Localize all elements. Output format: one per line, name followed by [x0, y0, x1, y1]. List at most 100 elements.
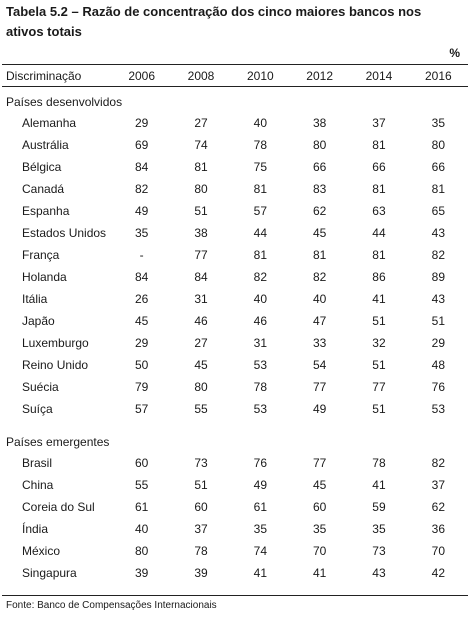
country-name: Canadá	[22, 182, 65, 196]
table-cell: 37	[194, 522, 208, 536]
country-name: México	[22, 544, 61, 558]
table-row: Índia 40 37 35 35 35 36	[2, 518, 468, 540]
table-cell: 74	[194, 138, 208, 152]
column-header: 2012	[306, 68, 333, 83]
table-cell: 41	[372, 292, 386, 306]
table-cell: 60	[312, 500, 327, 514]
table-cell: 81	[372, 182, 386, 196]
table-cell: 26	[134, 292, 149, 306]
bottom-rule	[2, 595, 468, 596]
column-header: 2010	[246, 68, 274, 83]
table-cell: -	[139, 248, 144, 262]
group-header-row: Países emergentes	[2, 426, 468, 452]
unit-label: %	[449, 46, 460, 60]
table-cell: 35	[431, 116, 445, 130]
country-name: Holanda	[22, 270, 67, 284]
table-row: Holanda 84 84 82 82 86 89	[2, 266, 468, 288]
table-cell: 82	[431, 248, 445, 262]
table-cell: 40	[134, 522, 149, 536]
table-cell: 81	[372, 248, 386, 262]
table-cell: 35	[134, 226, 149, 240]
table-row: Canadá 82 80 81 83 81 81	[2, 178, 468, 200]
table-body: Países desenvolvidos Alemanha 29 27 40 38 37 35…	[2, 86, 468, 584]
table-cell: 43	[372, 566, 386, 580]
table-cell: 60	[194, 500, 208, 514]
country-name: Estados Unidos	[22, 226, 107, 240]
table-cell: 41	[253, 566, 267, 580]
table-cell: 77	[312, 380, 327, 394]
header-rule	[2, 86, 468, 87]
table-cell: 27	[194, 116, 208, 130]
table-cell: 38	[312, 116, 327, 130]
table-cell: 77	[372, 380, 386, 394]
table-cell: 74	[253, 544, 267, 558]
group-header-row: Países desenvolvidos	[2, 86, 468, 112]
table-cell: 51	[372, 358, 386, 372]
table-cell: 51	[194, 478, 208, 492]
table-cell: 39	[194, 566, 208, 580]
country-name: Japão	[22, 314, 55, 328]
table-cell: 78	[372, 456, 386, 470]
table-row: Alemanha 29 27 40 38 37 35	[2, 112, 468, 134]
table-cell: 36	[431, 522, 445, 536]
country-name: Coreia do Sul	[22, 500, 95, 514]
table-cell: 45	[312, 478, 327, 492]
table-row: Espanha 49 51 57 62 63 65	[2, 200, 468, 222]
table-cell: 84	[194, 270, 208, 284]
table-cell: 57	[134, 402, 149, 416]
table-cell: 80	[431, 138, 445, 152]
table-row: Estados Unidos 35 38 44 45 44 43	[2, 222, 468, 244]
table-cell: 31	[253, 336, 267, 350]
table-cell: 55	[194, 402, 208, 416]
table-cell: 61	[134, 500, 149, 514]
table-row: Luxemburgo 29 27 31 33 32 29	[2, 332, 468, 354]
country-name: Bélgica	[22, 160, 62, 174]
table-cell: 38	[194, 226, 208, 240]
table-cell: 75	[253, 160, 267, 174]
top-rule	[2, 64, 468, 65]
table-cell: 82	[431, 456, 445, 470]
table-cell: 76	[253, 456, 267, 470]
table-cell: 80	[194, 182, 208, 196]
country-name: Luxemburgo	[22, 336, 89, 350]
table-cell: 66	[431, 160, 445, 174]
table-cell: 81	[194, 160, 208, 174]
table-row: Suíça 57 55 53 49 51 53	[2, 398, 468, 420]
table-cell: 84	[134, 270, 149, 284]
table-cell: 66	[372, 160, 386, 174]
table-cell: 77	[194, 248, 208, 262]
country-name: Espanha	[22, 204, 70, 218]
table-cell: 70	[431, 544, 445, 558]
table-cell: 73	[372, 544, 386, 558]
table-cell: 55	[134, 478, 149, 492]
country-name: França	[22, 248, 60, 262]
table-cell: 29	[134, 116, 149, 130]
country-name: Itália	[22, 292, 48, 306]
table-cell: 61	[253, 500, 267, 514]
table-cell: 41	[372, 478, 386, 492]
table-cell: 82	[253, 270, 267, 284]
country-name: Reino Unido	[22, 358, 89, 372]
table-row: Suécia 79 80 78 77 77 76	[2, 376, 468, 398]
table-cell: 35	[312, 522, 327, 536]
table-cell: 42	[431, 566, 445, 580]
table-row: Reino Unido 50 45 53 54 51 48	[2, 354, 468, 376]
table-row: Itália 26 31 40 40 41 43	[2, 288, 468, 310]
table-cell: 81	[312, 248, 327, 262]
table-cell: 37	[431, 478, 445, 492]
column-header: 2008	[187, 68, 215, 83]
table-row: França - 77 81 81 81 82	[2, 244, 468, 266]
table-cell: 44	[372, 226, 386, 240]
table-cell: 46	[194, 314, 208, 328]
country-name: Índia	[22, 522, 49, 536]
table-cell: 82	[134, 182, 149, 196]
column-header: 2014	[365, 68, 393, 83]
table-cell: 53	[253, 402, 267, 416]
table-cell: 81	[253, 248, 267, 262]
table-cell: 78	[253, 138, 267, 152]
table-title: Tabela 5.2 – Razão de concentração dos c…	[6, 4, 422, 39]
table-cell: 32	[372, 336, 386, 350]
table-cell: 81	[431, 182, 445, 196]
table-cell: 73	[194, 456, 208, 470]
